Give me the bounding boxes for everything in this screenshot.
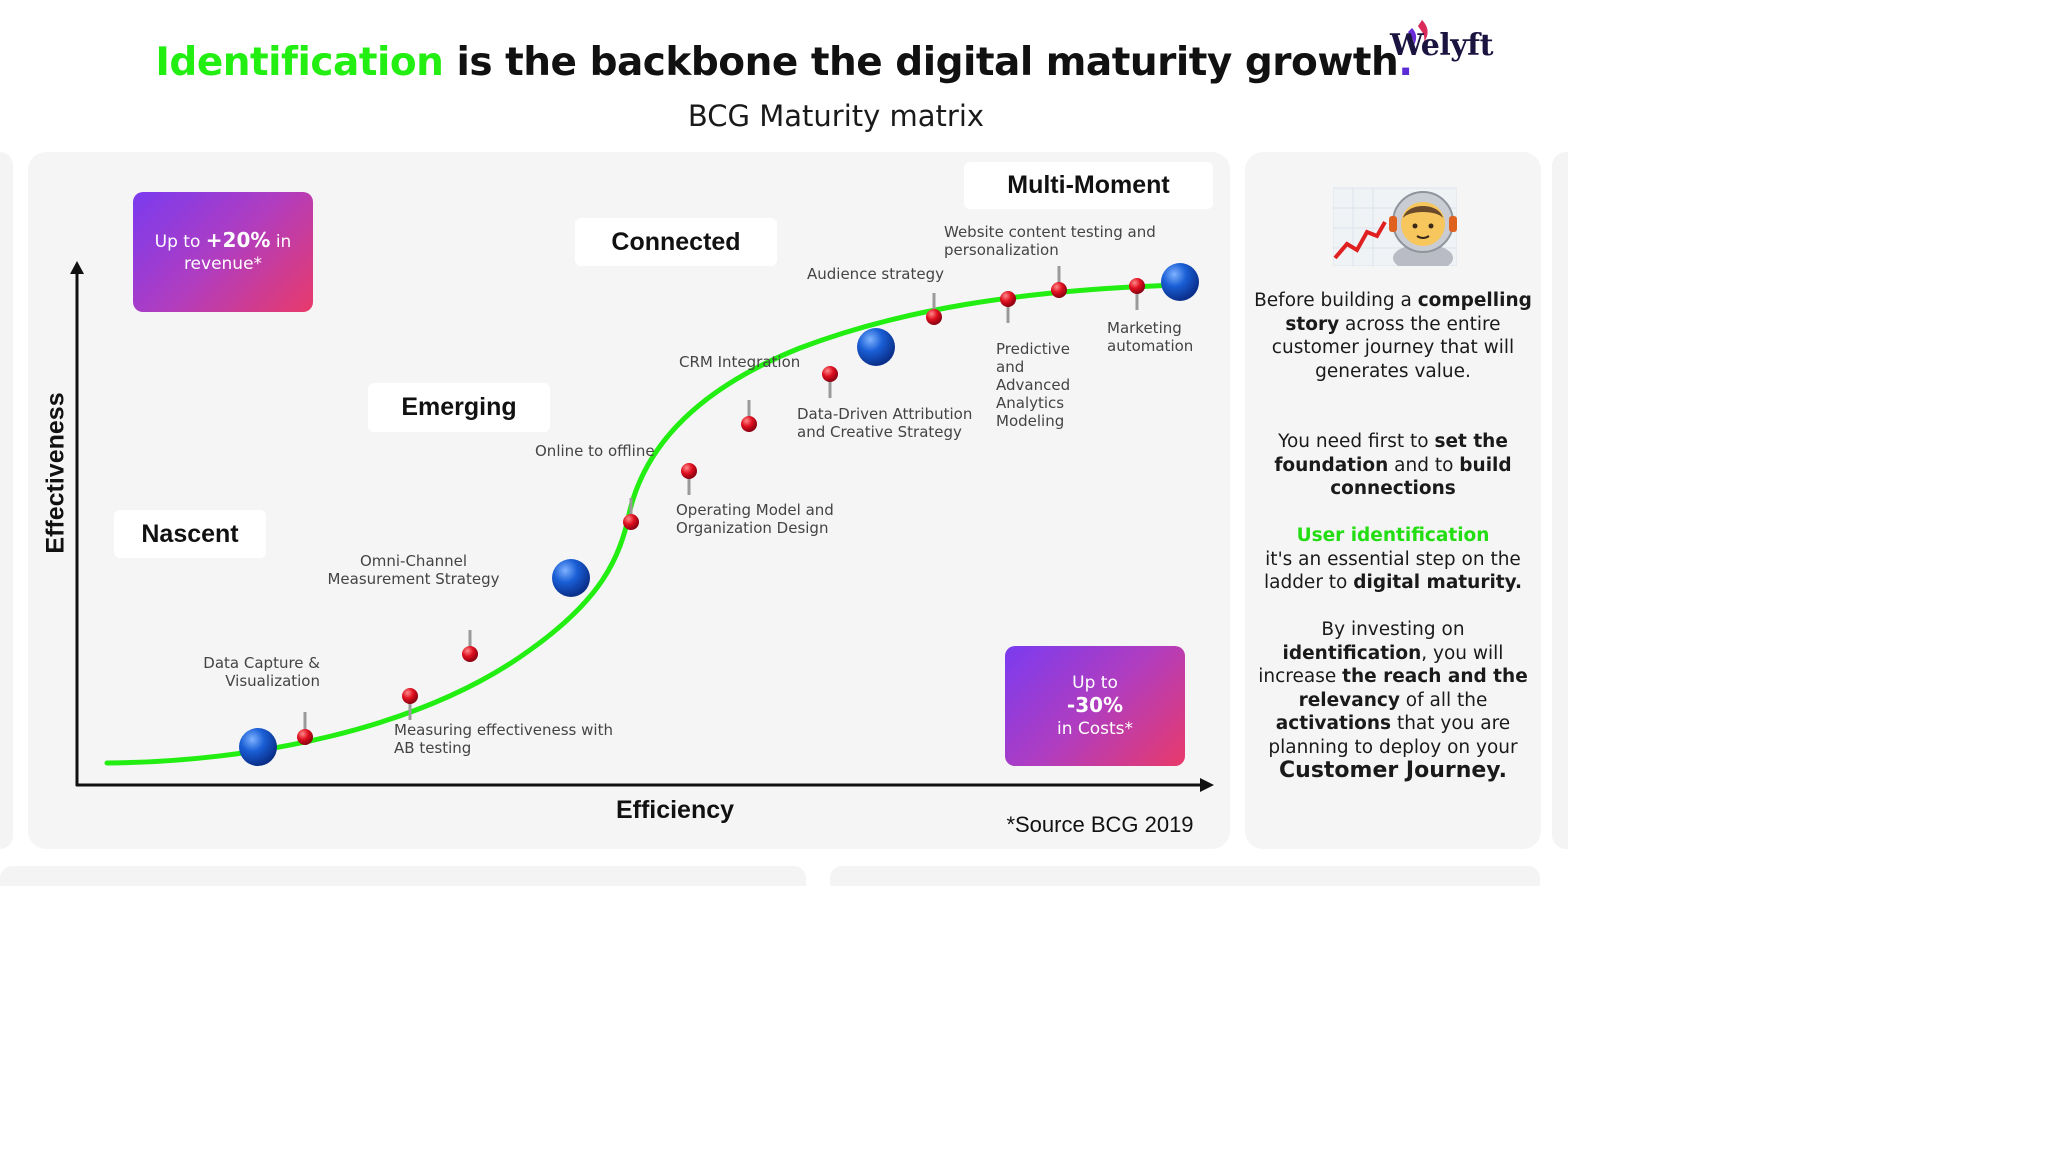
point-label-omni-channel: Omni-Channel Measurement Strategy [327, 552, 500, 588]
sidebar-paragraph-4: By investing on identification, you will… [1252, 618, 1534, 784]
point-label-audience: Audience strategy [807, 265, 944, 283]
sidebar-bold-text: identification [1282, 642, 1422, 664]
stage-marker-nascent [239, 728, 277, 766]
sidebar-bold-text: set the foundation [1274, 431, 1508, 476]
stage-marker-multi-moment [1161, 263, 1199, 301]
pin-icon [741, 400, 757, 432]
sidebar-text: across the entire customer journey that … [1271, 313, 1515, 382]
explanation-panel [1245, 152, 1541, 849]
stage-label-connected: Connected [575, 218, 777, 266]
costs-line3: in Costs* [1056, 719, 1134, 739]
pin-icon [402, 688, 418, 720]
title-highlight: Identification [155, 40, 444, 85]
x-axis-label: Efficiency [615, 796, 735, 824]
sidebar-paragraph-3: User identification it's an essential ste… [1252, 524, 1534, 595]
astronaut-chart-icon [1333, 187, 1457, 266]
sidebar-bold-text: digital maturity. [1353, 572, 1523, 593]
point-label-website: Website content testing and personalizat… [944, 223, 1156, 259]
pin-icon [1000, 291, 1016, 323]
revenue-promo-text: Up to +20% in revenue* [133, 229, 313, 275]
costs-value: -30% [1066, 693, 1124, 717]
sidebar-paragraph-2: You need first to set the foundation and… [1252, 430, 1534, 501]
pin-icon [1129, 278, 1145, 310]
sidebar-text: it's an essential step on the ladder to [1263, 548, 1521, 594]
stage-label-emerging: Emerging [368, 383, 550, 432]
point-label-predictive: Predictive and Advanced Analytics Modeli… [996, 340, 1071, 430]
logo-text: Welyft [1390, 28, 1493, 63]
revenue-suffix: in revenue* [183, 232, 292, 274]
bottom-card-left [0, 866, 806, 886]
pin-icon [297, 712, 313, 745]
point-label-data-driven: Data-Driven Attribution and Creative Str… [797, 405, 973, 441]
revenue-prefix: Up to [154, 232, 206, 252]
pin-icon [681, 463, 697, 495]
point-label-online-offline: Online to offline [535, 442, 655, 460]
revenue-value: +20% [205, 228, 271, 252]
stage-marker-connected [857, 328, 895, 366]
source-note: *Source BCG 2019 [1006, 812, 1194, 837]
sidebar-big-text: Customer Journey. [1279, 758, 1507, 783]
sidebar-bold-text: activations [1275, 713, 1392, 734]
page-subtitle: BCG Maturity matrix [687, 99, 985, 133]
y-axis-label: Effectiveness [41, 392, 70, 554]
page-title: Identification is the backbone the digit… [0, 40, 1568, 85]
title-dot: . [1398, 40, 1413, 85]
y-axis [70, 261, 84, 786]
stage-label-multi-moment: Multi-Moment [964, 162, 1213, 209]
stage-label-nascent: Nascent [114, 510, 266, 558]
costs-line1: Up to [1072, 673, 1118, 693]
sidebar-text: of all the [1399, 689, 1488, 711]
maturity-chart [70, 261, 1214, 792]
sidebar-paragraph-1: Before building a compelling story acros… [1252, 289, 1534, 383]
stage-marker-emerging [552, 559, 590, 597]
sidebar-bold-text: the reach and the relevancy [1298, 666, 1528, 711]
point-label-measuring: Measuring effectiveness with AB testing [394, 721, 613, 757]
pin-icon [1051, 266, 1067, 298]
logo-flame-icon [1408, 20, 1428, 45]
bottom-card-right [830, 866, 1540, 886]
sidebar-text: Before building a [1254, 290, 1418, 311]
sidebar-highlight: User identification [1296, 525, 1490, 546]
pin-icon [462, 630, 478, 662]
sidebar-bold-text: build connections [1330, 454, 1512, 500]
point-label-crm: CRM Integration [679, 353, 801, 371]
sidebar-bold-text: compelling story [1285, 290, 1532, 335]
left-edge-card [0, 152, 13, 849]
sidebar-text: By investing on [1321, 619, 1465, 640]
revenue-promo-card: Up to +20% in revenue* [133, 192, 313, 312]
welyft-logo: Welyft [1390, 18, 1508, 72]
point-label-operating-model: Operating Model and Organization Design [676, 501, 834, 537]
pin-icon [623, 498, 639, 530]
costs-promo-card: Up to -30% in Costs* [1005, 646, 1185, 766]
pin-icon [822, 366, 838, 398]
pin-icon [926, 293, 942, 325]
x-axis [76, 778, 1214, 792]
right-edge-card [1552, 152, 1568, 849]
point-label-marketing: Marketing automation [1107, 319, 1194, 355]
title-rest: is the backbone the digital maturity gro… [443, 40, 1399, 85]
point-label-data-capture: Data Capture & Visualization [203, 654, 320, 690]
sidebar-text: that you are planning to deploy on your [1268, 713, 1518, 758]
sidebar-text: and to [1388, 454, 1460, 476]
sidebar-text: , you will increase [1258, 642, 1504, 688]
sidebar-text: You need first to [1278, 431, 1435, 452]
